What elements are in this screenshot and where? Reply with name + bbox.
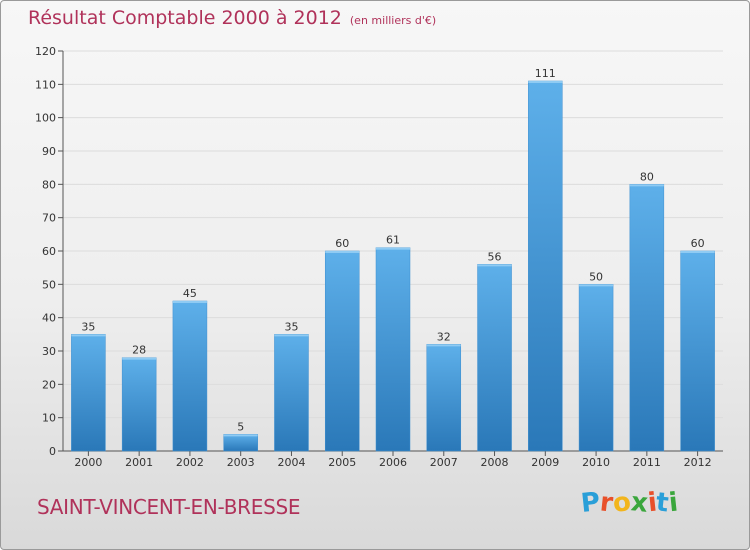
bar-2003: [223, 434, 258, 452]
value-label-2007: 32: [437, 330, 451, 343]
value-label-2006: 61: [386, 234, 400, 247]
chart-title: Résultat Comptable 2000 à 2012 (en millie…: [28, 7, 436, 29]
value-label-2001: 28: [132, 344, 146, 357]
bar-highlight: [376, 247, 410, 250]
bar-2010: [578, 284, 614, 452]
value-label-2003: 5: [237, 420, 244, 433]
chart-subtitle: (en milliers d'€): [349, 14, 437, 27]
y-tick-label: 20: [42, 378, 56, 391]
y-tick-label: 80: [42, 178, 56, 191]
bar-highlight: [274, 334, 309, 337]
bar-2006: [375, 247, 411, 452]
x-tick-label-2005: 2005: [328, 456, 356, 469]
bar-2000: [71, 334, 106, 452]
y-tick-label: 90: [42, 145, 56, 158]
labels: 35 2000 28 2001 45 2002 5 2003 35 2004 60 2005 61 200…: [74, 67, 711, 469]
y-tick-label: 60: [42, 245, 56, 258]
x-tick-label-2010: 2010: [582, 456, 610, 469]
x-tick-label-2012: 2012: [684, 456, 712, 469]
chart-title-text: Résultat Comptable 2000 à 2012: [28, 7, 342, 29]
y-tick-label: 40: [42, 312, 56, 325]
bar-highlight: [528, 81, 563, 83]
bar-2009: [528, 80, 563, 452]
x-tick-label-2006: 2006: [379, 456, 407, 469]
bar-highlight: [477, 264, 512, 267]
bar-2004: [274, 334, 309, 452]
y-tick-label: 0: [49, 445, 56, 458]
place-name: SAINT-VINCENT-EN-BRESSE: [37, 495, 301, 519]
x-tick-label-2002: 2002: [176, 456, 204, 469]
value-label-2012: 60: [691, 237, 705, 250]
y-tick-label: 100: [35, 112, 56, 125]
x-tick-label-2003: 2003: [227, 456, 255, 469]
bar-highlight: [172, 301, 207, 303]
bar-2002: [172, 300, 208, 452]
bar-highlight: [680, 251, 715, 253]
bar-2008: [477, 264, 512, 452]
bar-highlight: [122, 357, 157, 360]
bar-highlight: [426, 344, 461, 347]
bar-2005: [324, 250, 360, 452]
value-label-2005: 60: [335, 237, 349, 250]
value-label-2000: 35: [81, 320, 95, 333]
value-label-2002: 45: [183, 287, 197, 300]
x-tick-label-2009: 2009: [531, 456, 559, 469]
y-tick-label: 10: [42, 412, 56, 425]
value-label-2011: 80: [640, 170, 654, 183]
bar-highlight: [71, 334, 106, 337]
bar-2001: [121, 357, 157, 452]
x-tick-label-2007: 2007: [430, 456, 458, 469]
bar-highlight: [629, 184, 664, 187]
bar-highlight: [579, 284, 614, 287]
y-tick-label: 30: [42, 345, 56, 358]
bar-highlight: [325, 251, 360, 253]
bar-2011: [629, 184, 665, 452]
bar-highlight: [223, 434, 258, 437]
x-tick-label-2011: 2011: [633, 456, 661, 469]
bar-2007: [426, 344, 462, 452]
x-tick-label-2004: 2004: [277, 456, 305, 469]
y-tick-label: 120: [35, 45, 56, 58]
x-tick-label-2001: 2001: [125, 456, 153, 469]
value-label-2008: 56: [488, 250, 502, 263]
value-label-2004: 35: [284, 320, 298, 333]
x-tick-label-2000: 2000: [74, 456, 102, 469]
y-tick-label: 110: [35, 78, 56, 91]
logo-letter: i: [667, 487, 680, 519]
y-tick-label: 50: [42, 278, 56, 291]
value-label-2009: 111: [535, 67, 556, 80]
bars: [71, 80, 715, 452]
x-tick-label-2008: 2008: [481, 456, 509, 469]
value-label-2010: 50: [589, 270, 603, 283]
bar-2012: [680, 250, 715, 452]
proxiti-logo[interactable]: Proxiti: [579, 487, 691, 524]
y-tick-label: 70: [42, 212, 56, 225]
